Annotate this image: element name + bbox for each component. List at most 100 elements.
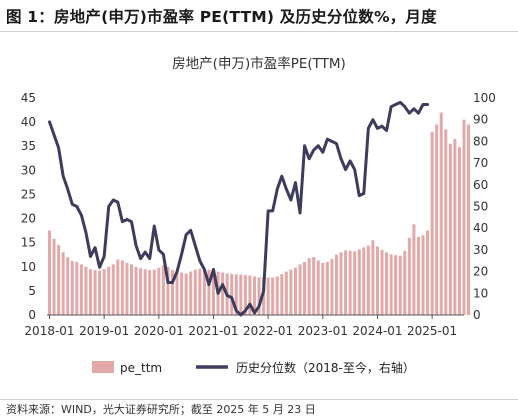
pe-ttm-bar: [116, 259, 120, 315]
y-left-tick-label: 30: [21, 163, 36, 177]
pe-ttm-bar: [120, 260, 124, 315]
pe-ttm-bar: [266, 277, 270, 315]
pe-ttm-bar: [207, 269, 211, 315]
legend-swatch-pe-ttm: [92, 361, 114, 373]
chart-legend: pe_ttm 历史分位数（2018-至今，右轴）: [92, 360, 415, 375]
pe-ttm-bar: [275, 276, 279, 315]
chart-axes: 0 5 10 15 20 25 30 35 40 45 0 10 20 30 40 50 60 70 80 90 100…: [21, 91, 496, 338]
pe-ttm-bar: [221, 272, 225, 315]
legend-label-pe-ttm: pe_ttm: [120, 361, 162, 375]
pe-ttm-bar: [102, 269, 106, 315]
y-left-tick-label: 45: [21, 91, 36, 105]
pe-ttm-bar: [339, 252, 343, 315]
pe-ttm-bars: [48, 112, 471, 316]
pe-ttm-bar: [57, 245, 61, 315]
y-right-tick-label: 100: [473, 91, 496, 105]
pe-ttm-bar: [394, 255, 398, 315]
pe-ttm-bar: [412, 224, 416, 315]
pe-ttm-bar: [435, 124, 439, 316]
pe-ttm-bar: [70, 260, 74, 315]
pe-ttm-bar: [111, 264, 115, 315]
pe-ttm-bar: [52, 238, 56, 315]
x-tick-label: 2019-01: [79, 324, 129, 338]
pe-ttm-bar: [430, 131, 434, 315]
pe-ttm-bar: [79, 264, 83, 315]
pe-ttm-bar: [284, 271, 288, 315]
pe-ttm-bar: [321, 262, 325, 315]
pe-ttm-bar: [344, 250, 348, 315]
pe-ttm-bar: [243, 274, 247, 315]
pe-ttm-bar: [371, 240, 375, 315]
figure-title: 图 1：房地产(申万)市盈率 PE(TTM) 及历史分位数%，月度: [6, 8, 437, 26]
y-left-tick-label: 5: [28, 284, 36, 298]
y-left-tick-label: 15: [21, 236, 36, 250]
pe-ttm-bar: [353, 251, 357, 315]
pe-ttm-bar: [170, 270, 174, 315]
pe-ttm-bar: [180, 272, 184, 315]
pe-ttm-bar: [239, 274, 243, 315]
y-left-tick-label: 20: [21, 212, 36, 226]
title-divider: [0, 31, 518, 32]
y-left-tick-label: 35: [21, 139, 36, 153]
pe-ttm-bar: [467, 124, 471, 316]
pe-ttm-bar: [93, 270, 97, 315]
x-tick-label: 2024-01: [352, 324, 402, 338]
y-right-tick-label: 70: [473, 156, 488, 170]
pe-ttm-bar: [84, 266, 88, 315]
y-right-tick-label: 40: [473, 221, 488, 235]
pe-ttm-bar: [161, 265, 165, 315]
x-tick-label: 2025-01: [407, 324, 457, 338]
pe-ttm-bar: [125, 262, 129, 315]
pe-ttm-bar: [407, 237, 411, 315]
pe-ttm-bar: [230, 274, 234, 315]
legend-label-percentile: 历史分位数（2018-至今，右轴）: [236, 360, 415, 375]
pe-ttm-bar: [175, 271, 179, 315]
x-tick-label: 2020-01: [134, 324, 184, 338]
x-tick-label: 2023-01: [298, 324, 348, 338]
y-left-tick-label: 0: [28, 308, 36, 322]
percentile-line-layer: [48, 100, 430, 317]
pe-ttm-bar: [148, 270, 152, 315]
pe-ttm-bar: [403, 250, 407, 315]
pe-ttm-bar: [398, 255, 402, 315]
pe-ttm-bar: [107, 266, 111, 315]
pe-ttm-bar: [462, 119, 466, 315]
pe-ttm-bar: [298, 264, 302, 315]
pe-ttm-bar: [316, 260, 320, 315]
pe-ttm-bar: [89, 269, 92, 315]
pe-ttm-bar: [375, 246, 379, 315]
pe-ttm-bar: [330, 259, 334, 315]
pe-ttm-bar: [362, 247, 366, 315]
y-left-tick-label: 10: [21, 260, 36, 274]
pe-ttm-bar: [184, 273, 188, 315]
pe-ttm-bar: [385, 252, 389, 315]
pe-ttm-bar: [66, 257, 70, 315]
pe-ttm-bar: [439, 112, 443, 315]
pe-ttm-bar: [129, 264, 133, 315]
x-tick-label: 2018-01: [24, 324, 74, 338]
pe-ttm-bar: [303, 261, 307, 315]
y-right-tick-label: 80: [473, 134, 488, 148]
pe-ttm-bar: [280, 274, 284, 315]
pe-ttm-bar: [307, 258, 311, 315]
pe-ttm-bar: [248, 275, 252, 315]
pe-ttm-bar: [75, 261, 79, 315]
pe-ttm-bar: [389, 254, 393, 315]
pe-ttm-bar: [98, 270, 102, 315]
pe-ttm-bar: [134, 266, 138, 315]
y-right-tick-label: 0: [473, 308, 481, 322]
pe-ttm-bar: [293, 267, 297, 315]
pe-ttm-bar: [189, 271, 193, 315]
pe-ttm-bar: [234, 274, 238, 315]
pe-ttm-bar: [48, 230, 51, 315]
y-left-tick-label: 40: [21, 115, 36, 129]
pe-ttm-bar: [357, 249, 361, 315]
y-left-tick-label: 25: [21, 187, 36, 201]
pe-ttm-bar: [139, 268, 143, 315]
pe-ttm-bar: [211, 270, 215, 315]
pe-ttm-bar: [457, 147, 461, 315]
y-right-tick-label: 60: [473, 178, 488, 192]
pe-ttm-bar: [325, 261, 329, 315]
pe-ttm-bar: [312, 257, 316, 315]
pe-ttm-bar: [252, 276, 256, 315]
